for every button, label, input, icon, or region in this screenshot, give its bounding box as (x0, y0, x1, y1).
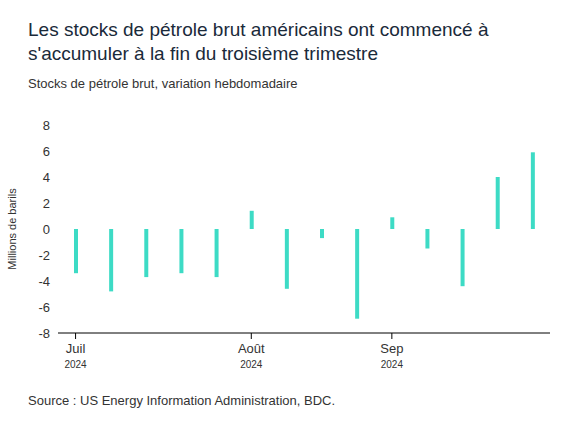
html-text:Les stocks de pétrole brut amé: Les stocks de pétrole brut américains on… (28, 19, 489, 64)
svg-text:-4: -4 (38, 274, 50, 289)
svg-text:-8: -8 (38, 326, 50, 341)
svg-text:Millions de barils: Millions de barils (8, 188, 18, 270)
svg-text:2024: 2024 (240, 359, 263, 370)
svg-text:4: 4 (43, 170, 50, 185)
svg-text:Juil: Juil (66, 341, 86, 356)
svg-text:2: 2 (43, 196, 50, 211)
svg-text:6: 6 (43, 144, 50, 159)
svg-text:2024: 2024 (64, 359, 87, 370)
svg-text:8: 8 (43, 118, 50, 133)
svg-text:2024: 2024 (381, 359, 404, 370)
svg-text:Sep: Sep (380, 341, 403, 356)
svg-text:0: 0 (43, 222, 50, 237)
html-text:Source : US Energy Information: Source : US Energy Information Administr… (28, 393, 336, 408)
html-text:Stocks de pétrole brut, variat: Stocks de pétrole brut, variation hebdom… (28, 76, 298, 91)
svg-text:-2: -2 (38, 248, 50, 263)
svg-text:-6: -6 (38, 300, 50, 315)
svg-text:Août: Août (238, 341, 265, 356)
